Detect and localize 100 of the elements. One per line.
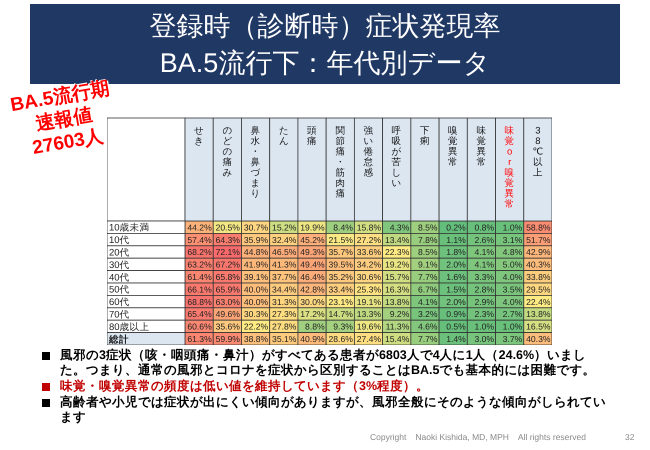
text: 32	[625, 432, 634, 442]
data-label: 38.8%	[244, 334, 269, 344]
data-label: 15.7%	[384, 272, 410, 282]
data-label: 7.7%	[418, 334, 438, 344]
data-label: 31.3%	[272, 296, 297, 307]
data-label: 65.9%	[216, 284, 240, 294]
data-label: 46.5%	[272, 247, 297, 258]
data-label: 15.2%	[272, 222, 297, 232]
data-label: 8.8%	[305, 322, 326, 332]
data-label: 0.8%	[474, 222, 494, 232]
data-label: 3.1%	[502, 234, 523, 245]
data-label: 57.4%	[187, 234, 212, 245]
data-label: 1.0%	[502, 322, 523, 332]
data-label: 2.3%	[474, 309, 494, 320]
x-tick-label: 関節痛・筋肉痛	[335, 126, 346, 200]
text: 風邪の3症状（咳・咽頭痛・鼻汁）がすべてある患者が6803人で4人に1人（24.6%）いました。つまり、通常の風邪とコロナを症状から区別することはBA.5でも基本的には困難です。	[60, 348, 596, 378]
data-label: 2.0%	[446, 260, 466, 270]
y-tick-label: 70代	[109, 310, 130, 320]
data-label: 30.7%	[244, 222, 269, 232]
data-label: 35.7%	[328, 247, 354, 258]
data-label: 35.6%	[216, 322, 240, 332]
y-tick-label: 20代	[109, 248, 130, 258]
data-label: 13.4%	[384, 234, 410, 245]
data-label: 39.5%	[328, 260, 354, 270]
data-label: 28.6%	[328, 334, 354, 344]
y-tick-label: 30代	[109, 260, 130, 271]
data-label: 33.8%	[526, 272, 551, 282]
data-label: 40.3%	[526, 334, 551, 344]
data-label: 17.2%	[300, 309, 326, 320]
x-tick-label: 味覚or嗅覚異常	[504, 124, 515, 210]
x-tick-label: 鼻水・鼻づまり	[250, 124, 262, 200]
data-label: 32.4%	[272, 234, 297, 245]
data-label: 19.2%	[384, 260, 410, 270]
data-label: 35.9%	[244, 234, 269, 245]
data-label: 65.8%	[216, 272, 240, 282]
data-label: 25.3%	[356, 284, 382, 294]
x-tick-label: のどの痛み	[222, 126, 232, 178]
y-tick-label: 50代	[109, 284, 130, 296]
data-label: 6.7%	[418, 284, 438, 294]
y-tick-label: 60代	[109, 297, 130, 308]
x-tick-label: 呼吸が苦しい	[392, 124, 403, 189]
data-label: 68.2%	[187, 247, 212, 258]
data-label: 33.6%	[356, 247, 382, 258]
data-label: 4.0%	[502, 272, 523, 282]
data-label: 49.4%	[300, 260, 326, 270]
data-label: 15.8%	[356, 222, 382, 232]
x-tick-label: たん	[278, 126, 289, 147]
x-tick-label: 強い倦怠感	[362, 124, 374, 178]
y-tick-label: 10代	[109, 235, 130, 246]
x-tick-label: せき	[194, 126, 204, 147]
data-label: 7.7%	[418, 272, 438, 282]
x-tick-label: 頭痛	[307, 126, 318, 147]
data-label: 72.1%	[216, 247, 240, 258]
data-label: 68.8%	[187, 296, 212, 307]
data-label: 42.8%	[300, 284, 326, 294]
data-label: 23.1%	[328, 296, 354, 307]
data-label: 22.3%	[384, 247, 410, 258]
data-label: 2.6%	[474, 234, 494, 245]
text: Copyright Naoki Kishida, MD, MPH All rights reserved	[370, 432, 586, 444]
data-label: 49.3%	[300, 247, 326, 258]
data-label: 20.5%	[216, 222, 240, 232]
data-label: 33.4%	[328, 284, 354, 294]
data-label: 2.8%	[474, 284, 494, 294]
data-label: 9.2%	[390, 309, 410, 320]
x-tick-label: 味覚異常	[476, 124, 486, 168]
data-label: 16.5%	[526, 322, 551, 332]
data-label: 22.4%	[526, 296, 551, 307]
data-label: 41.9%	[244, 260, 269, 270]
data-label: 41.3%	[272, 260, 297, 270]
data-label: 19.9%	[300, 222, 326, 232]
data-label: 65.4%	[187, 309, 212, 320]
data-label: 13.8%	[384, 296, 410, 307]
x-tick-label: 下痢	[420, 126, 430, 147]
data-label: 8.4%	[333, 222, 354, 232]
data-label: 34.4%	[272, 284, 297, 294]
data-label: 1.0%	[474, 322, 494, 332]
data-label: 58.8%	[526, 222, 551, 232]
data-label: 4.1%	[418, 296, 438, 307]
data-label: 63.2%	[187, 260, 212, 270]
data-label: 49.6%	[216, 309, 240, 320]
data-label: 3.2%	[418, 309, 438, 320]
data-label: 3.0%	[474, 334, 494, 344]
data-label: 22.2%	[244, 322, 269, 332]
data-label: 40.0%	[244, 296, 269, 307]
data-label: 27.4%	[356, 334, 382, 344]
data-label: 27.2%	[356, 234, 382, 245]
data-label: 61.4%	[187, 272, 212, 282]
data-label: 66.1%	[187, 284, 212, 294]
data-label: 19.1%	[356, 296, 382, 307]
data-label: 19.6%	[356, 322, 382, 332]
data-label: 4.1%	[474, 260, 494, 270]
x-tick-label: 38℃以上	[532, 126, 544, 178]
data-label: 1.5%	[446, 284, 466, 294]
data-label: 9.1%	[418, 260, 438, 270]
data-label: 4.1%	[474, 247, 494, 258]
data-label: 2.9%	[474, 296, 494, 307]
data-label: 45.2%	[300, 234, 326, 245]
data-label: 4.3%	[390, 222, 410, 232]
data-label: 14.7%	[328, 309, 354, 320]
data-label: 5.0%	[502, 260, 523, 270]
